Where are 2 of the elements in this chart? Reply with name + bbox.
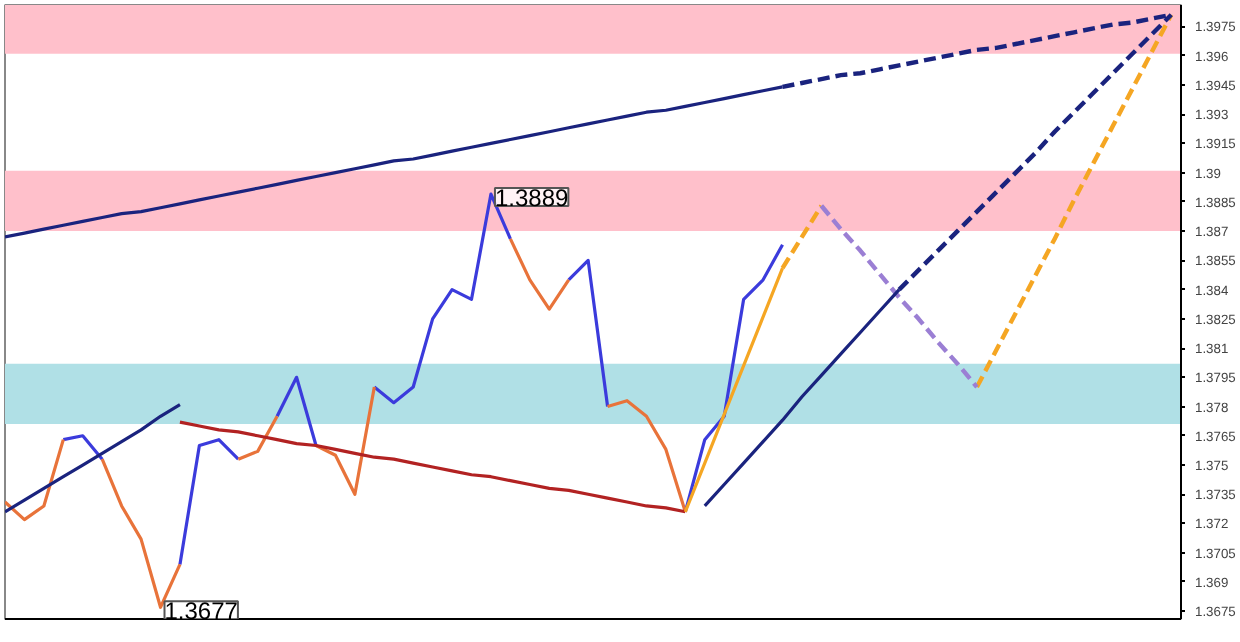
annotation: 1.3889: [494, 184, 570, 213]
annotation: 1.3677: [164, 597, 239, 626]
